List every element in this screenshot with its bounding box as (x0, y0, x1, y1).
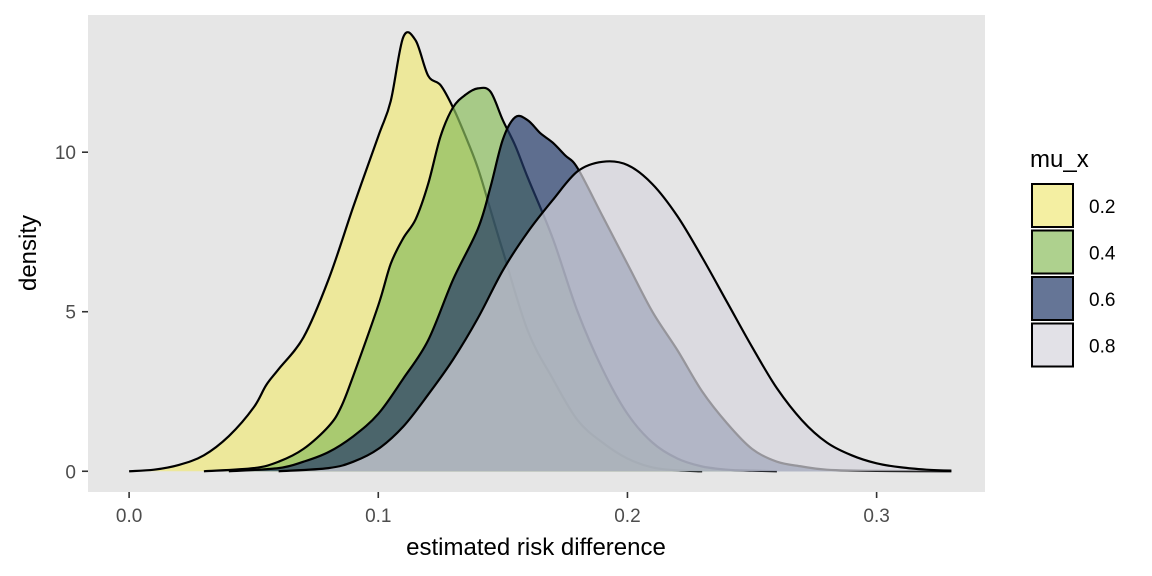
x-axis: 0.0 0.1 0.2 0.3 (116, 492, 890, 527)
y-tick-label: 10 (55, 143, 76, 164)
legend-key-0.4 (1031, 229, 1074, 275)
legend-title: mu_x (1030, 146, 1089, 173)
y-axis-title: density (15, 215, 42, 291)
density-line-0.8 (278, 160, 952, 473)
y-tick-label: 0 (65, 462, 76, 483)
legend-key-0.8 (1031, 322, 1074, 368)
legend-key-0.6 (1031, 276, 1074, 321)
legend-label-0.6: 0.6 (1089, 290, 1115, 311)
legend: mu_x 0.2 0.4 0.6 0.8 (1030, 146, 1116, 368)
x-tick-label: 0.2 (614, 506, 640, 527)
legend-key-0.2 (1031, 183, 1074, 228)
x-tick-label: 0.0 (116, 506, 142, 527)
x-tick-label: 0.1 (365, 506, 391, 527)
y-tick-label: 5 (65, 303, 76, 324)
x-axis-title: estimated risk difference (406, 534, 666, 561)
legend-label-0.2: 0.2 (1089, 197, 1115, 218)
x-tick-label: 0.3 (863, 506, 889, 527)
y-axis: 0 5 10 (55, 143, 88, 483)
legend-label-0.4: 0.4 (1089, 244, 1116, 265)
density-areas (129, 31, 952, 473)
density-area-0.8 (278, 161, 952, 472)
legend-label-0.8: 0.8 (1089, 337, 1115, 358)
